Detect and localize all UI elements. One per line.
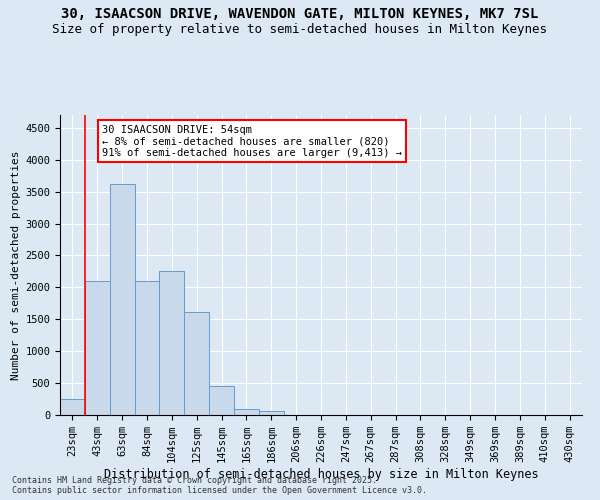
Bar: [259, 411, 284, 415]
Y-axis label: Number of semi-detached properties: Number of semi-detached properties: [11, 150, 21, 380]
Bar: [134, 281, 160, 415]
Text: Contains HM Land Registry data © Crown copyright and database right 2025.
Contai: Contains HM Land Registry data © Crown c…: [12, 476, 427, 495]
Text: Size of property relative to semi-detached houses in Milton Keynes: Size of property relative to semi-detach…: [53, 22, 548, 36]
Bar: [60, 399, 85, 415]
Bar: [184, 312, 209, 415]
Bar: [209, 386, 234, 415]
X-axis label: Distribution of semi-detached houses by size in Milton Keynes: Distribution of semi-detached houses by …: [104, 468, 538, 481]
Bar: [160, 272, 184, 415]
Text: 30, ISAACSON DRIVE, WAVENDON GATE, MILTON KEYNES, MK7 7SL: 30, ISAACSON DRIVE, WAVENDON GATE, MILTO…: [61, 8, 539, 22]
Bar: [110, 184, 134, 415]
Bar: [234, 408, 259, 415]
Bar: [85, 281, 110, 415]
Text: 30 ISAACSON DRIVE: 54sqm
← 8% of semi-detached houses are smaller (820)
91% of s: 30 ISAACSON DRIVE: 54sqm ← 8% of semi-de…: [102, 124, 402, 158]
